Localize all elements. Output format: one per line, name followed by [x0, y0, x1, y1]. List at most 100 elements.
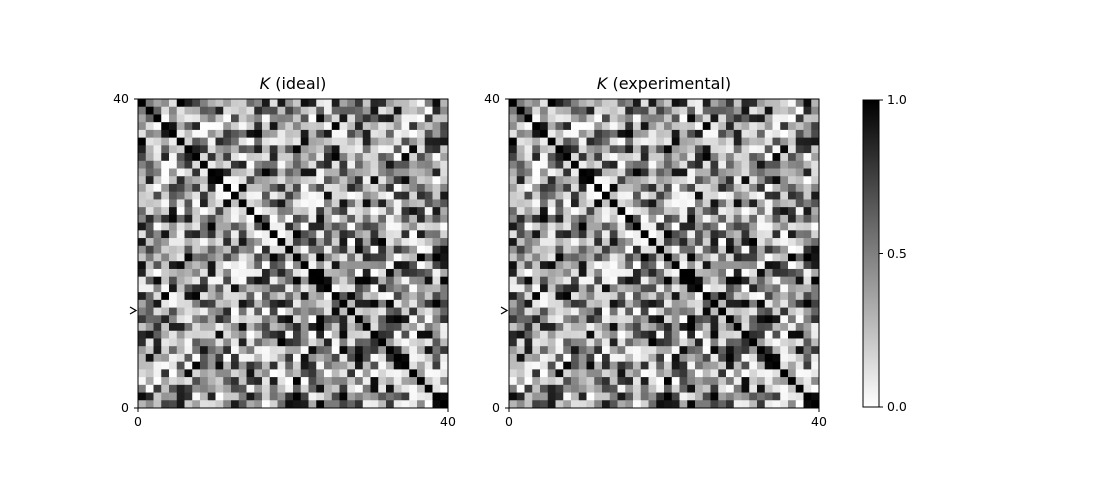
heatmap-cell [524, 207, 533, 216]
heatmap-cell [192, 106, 201, 115]
heatmap-cell [393, 315, 402, 324]
heatmap-cell [176, 338, 185, 347]
heatmap-cell [671, 292, 680, 301]
heatmap-cell [347, 307, 356, 316]
heatmap-cell [238, 222, 247, 231]
heatmap-cell [254, 323, 263, 332]
heatmap-cell [432, 222, 441, 231]
heatmap-cell [308, 114, 317, 123]
heatmap-cell [153, 168, 162, 177]
heatmap-cell [362, 222, 371, 231]
heatmap-cell [702, 330, 711, 339]
heatmap-cell [578, 222, 587, 231]
heatmap-cell [293, 369, 302, 378]
heatmap-cell [625, 292, 634, 301]
heatmap-cell [524, 222, 533, 231]
heatmap-cell [749, 238, 758, 247]
heatmap-cell [176, 330, 185, 339]
heatmap-cell [563, 315, 572, 324]
heatmap-cell [169, 168, 178, 177]
heatmap-cell [316, 377, 325, 386]
heatmap-cell [726, 346, 735, 355]
heatmap-cell [378, 106, 387, 115]
heatmap-cell [617, 330, 626, 339]
heatmap-cell [308, 99, 317, 108]
heatmap-cell [200, 384, 209, 393]
heatmap-cell [741, 338, 750, 347]
heatmap-cell [640, 261, 649, 270]
heatmap-cell [664, 245, 673, 254]
heatmap-cell [355, 176, 364, 185]
heatmap-cell [578, 338, 587, 347]
heatmap-cell [153, 369, 162, 378]
heatmap-cell [200, 122, 209, 131]
heatmap-cell [571, 153, 580, 162]
heatmap-cell [424, 392, 433, 401]
heatmap-cell [417, 384, 426, 393]
heatmap-cell [532, 168, 541, 177]
heatmap-cell [710, 168, 719, 177]
heatmap-cell [153, 207, 162, 216]
heatmap-cell [718, 238, 727, 247]
heatmap-cell [586, 400, 595, 409]
heatmap-cell [547, 214, 556, 224]
heatmap-cell [741, 369, 750, 378]
heatmap-cell [246, 369, 255, 378]
heatmap-cell [231, 253, 240, 262]
heatmap-cell [246, 276, 255, 285]
heatmap-cell [424, 160, 433, 169]
heatmap-cell [184, 222, 193, 231]
heatmap-cell [718, 253, 727, 262]
heatmap-cell [547, 392, 556, 401]
heatmap-cell [664, 369, 673, 378]
heatmap-cell [262, 400, 271, 409]
heatmap-cell [764, 261, 773, 270]
heatmap-cell [726, 129, 735, 139]
heatmap-cell [192, 153, 201, 162]
heatmap-cell [640, 99, 649, 108]
heatmap-cell [153, 315, 162, 324]
heatmap-cell [207, 299, 216, 308]
heatmap-cell [138, 361, 147, 370]
heatmap-cell [432, 129, 441, 139]
heatmap-cell [277, 323, 286, 332]
heatmap-cell [780, 106, 789, 115]
heatmap-cell [749, 199, 758, 208]
heatmap-cell [153, 145, 162, 154]
heatmap-cell [223, 353, 232, 363]
heatmap-cell [772, 199, 781, 208]
heatmap-cell [215, 238, 224, 247]
heatmap-cell [726, 369, 735, 378]
heatmap-cell [386, 384, 395, 393]
heatmap-cell [509, 299, 518, 308]
heatmap-cell [440, 245, 449, 254]
heatmap-cell [215, 253, 224, 262]
heatmap-cell [192, 222, 201, 231]
heatmap-cell [687, 137, 696, 146]
heatmap-cell [285, 160, 294, 169]
heatmap-cell [347, 261, 356, 270]
heatmap-cell [339, 377, 348, 386]
heatmap-cell [246, 346, 255, 355]
heatmap-cell [578, 122, 587, 131]
heatmap-cell [331, 261, 340, 270]
heatmap-cell [207, 153, 216, 162]
heatmap-cell [702, 222, 711, 231]
heatmap-cell [378, 261, 387, 270]
heatmap-cell [331, 299, 340, 308]
heatmap-cell [617, 207, 626, 216]
heatmap-cell [695, 299, 704, 308]
heatmap-cell [795, 284, 804, 293]
heatmap-cell [516, 183, 525, 193]
heatmap-cell [718, 353, 727, 363]
heatmap-cell [417, 307, 426, 316]
heatmap-cell [578, 377, 587, 386]
heatmap-cell [223, 307, 232, 316]
heatmap-cell [772, 253, 781, 262]
heatmap-cell [378, 160, 387, 169]
heatmap-cell [679, 145, 688, 154]
heatmap-panel-ideal: K (ideal) 0 40 0 40 [113, 74, 456, 429]
heatmap-cell [540, 307, 549, 316]
heatmap-cell [393, 145, 402, 154]
heatmap-cell [246, 114, 255, 123]
